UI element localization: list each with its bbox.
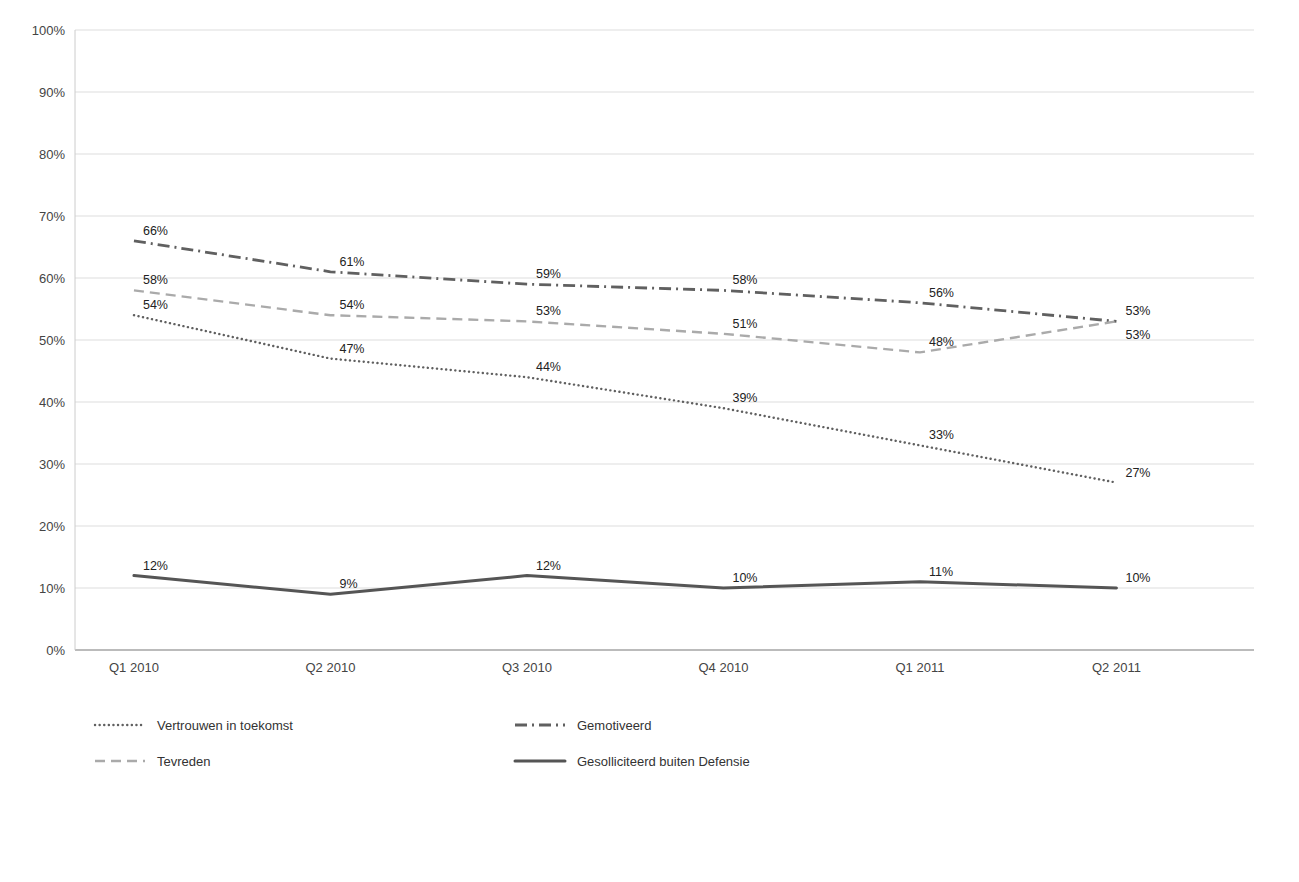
lines bbox=[134, 241, 1116, 594]
grid-line bbox=[75, 278, 1254, 279]
data-label: 51% bbox=[732, 317, 757, 331]
grid-line bbox=[75, 526, 1254, 527]
data-label: 54% bbox=[339, 298, 364, 312]
y-tick-label: 60% bbox=[39, 271, 65, 286]
data-label: 12% bbox=[536, 559, 561, 573]
legend-label: Gesolliciteerd buiten Defensie bbox=[577, 754, 750, 769]
data-label: 44% bbox=[536, 360, 561, 374]
data-label: 10% bbox=[732, 571, 757, 585]
series-line bbox=[134, 290, 1116, 352]
grid-line bbox=[75, 92, 1254, 93]
data-label: 27% bbox=[1125, 466, 1150, 480]
legend-swatch bbox=[515, 760, 565, 763]
axes: 0% 10% 20% 30% 40% 50% 60% 70% 80% 90% 100% Q1 2010… bbox=[32, 23, 1254, 676]
y-tick-label: 80% bbox=[39, 147, 65, 162]
data-label: 33% bbox=[929, 428, 954, 442]
y-tick-label: 40% bbox=[39, 395, 65, 410]
grid-line bbox=[75, 650, 1254, 651]
y-tick-label: 70% bbox=[39, 209, 65, 224]
y-axis-line bbox=[75, 30, 76, 650]
data-label: 53% bbox=[536, 304, 561, 318]
grid-line bbox=[75, 402, 1254, 403]
data-label: 61% bbox=[339, 255, 364, 269]
grid-line bbox=[75, 154, 1254, 155]
legend: Vertrouwen in toekomst Gemotiveerd Tevrede… bbox=[95, 718, 750, 769]
y-tick-label: 20% bbox=[39, 519, 65, 534]
chart: 0% 10% 20% 30% 40% 50% 60% 70% 80% 90% 100% Q1 2010… bbox=[0, 0, 1299, 882]
data-label: 39% bbox=[732, 391, 757, 405]
x-tick-label: Q1 2011 bbox=[895, 660, 944, 675]
grid-line bbox=[75, 464, 1254, 465]
y-tick-label: 50% bbox=[39, 333, 65, 348]
data-label: 10% bbox=[1125, 571, 1150, 585]
data-label: 47% bbox=[339, 342, 364, 356]
series-line bbox=[134, 315, 1116, 482]
data-label: 58% bbox=[143, 273, 168, 287]
data-label: 53% bbox=[1125, 328, 1150, 342]
x-tick-label: Q2 2011 bbox=[1092, 660, 1141, 675]
data-label: 9% bbox=[339, 577, 357, 591]
y-tick-label: 90% bbox=[39, 85, 65, 100]
x-tick-label: Q2 2010 bbox=[306, 660, 356, 675]
data-labels: 66% 58% 54% 12% 61% 54% 47% 9% 59% 53% 44% 12% 58% 51… bbox=[143, 224, 1151, 591]
legend-label: Vertrouwen in toekomst bbox=[157, 718, 293, 733]
data-label: 53% bbox=[1125, 304, 1150, 318]
series-line bbox=[134, 576, 1116, 595]
y-tick-label: 100% bbox=[32, 23, 66, 38]
x-axis-line bbox=[75, 650, 1254, 651]
grid-line bbox=[75, 30, 1254, 31]
data-label: 66% bbox=[143, 224, 168, 238]
legend-swatch bbox=[515, 724, 565, 727]
x-tick-label: Q4 2010 bbox=[699, 660, 749, 675]
legend-label: Gemotiveerd bbox=[577, 718, 651, 733]
data-label: 11% bbox=[929, 565, 953, 579]
grid-line bbox=[75, 216, 1254, 217]
data-label: 12% bbox=[143, 559, 168, 573]
y-tick-label: 30% bbox=[39, 457, 65, 472]
data-label: 48% bbox=[929, 335, 954, 349]
y-tick-label: 0% bbox=[46, 643, 65, 658]
data-label: 58% bbox=[732, 273, 757, 287]
legend-swatch bbox=[95, 760, 145, 762]
x-tick-label: Q3 2010 bbox=[502, 660, 552, 675]
legend-swatch bbox=[95, 724, 145, 726]
data-label: 59% bbox=[536, 267, 561, 281]
y-tick-label: 10% bbox=[39, 581, 65, 596]
grid-line bbox=[75, 340, 1254, 341]
chart-container: 0% 10% 20% 30% 40% 50% 60% 70% 80% 90% 100% Q1 2010… bbox=[0, 0, 1299, 882]
x-tick-label: Q1 2010 bbox=[109, 660, 159, 675]
data-label: 56% bbox=[929, 286, 954, 300]
legend-label: Tevreden bbox=[157, 754, 210, 769]
data-label: 54% bbox=[143, 298, 168, 312]
grid bbox=[75, 30, 1254, 650]
